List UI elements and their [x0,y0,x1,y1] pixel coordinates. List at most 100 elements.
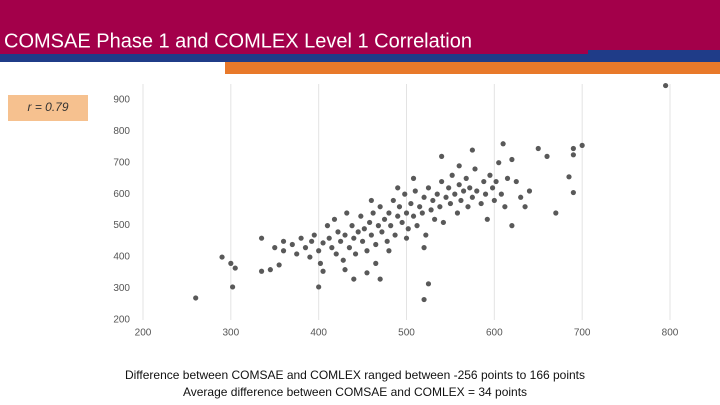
scatter-point [294,251,300,257]
scatter-point [311,232,317,238]
scatter-point [375,223,381,229]
footer-line: Average difference between COMSAE and CO… [183,385,527,399]
scatter-point [386,210,392,216]
scatter-point [317,260,324,266]
scatter-point [316,284,322,290]
scatter-point [447,200,454,207]
scatter-point [320,268,326,274]
scatter-point [440,219,446,226]
scatter-point [484,216,490,222]
scatter-point [504,175,511,181]
scatter-point [456,163,462,169]
scatter-point [370,210,376,216]
scatter-point [421,245,427,251]
scatter-point [509,223,515,229]
scatter-point [298,235,304,241]
scatter-point [351,276,357,282]
scatter-point [219,254,225,260]
scatter-point [518,194,524,200]
scatter-point [373,260,379,266]
scatter-point [232,265,238,271]
scatter-point [229,284,236,290]
scatter-point [465,204,471,210]
scatter-point [377,204,383,210]
scatter-point [361,226,367,232]
scatter-point [432,216,438,222]
scatter-point [412,188,418,194]
scatter-point [458,197,464,204]
scatter-point [443,194,449,200]
scatter-point [344,210,350,216]
scatter-point [326,235,332,241]
scatter-point [342,267,348,273]
scatter-point [258,268,265,274]
y-tick-label: 600 [113,189,130,200]
scatter-point [439,178,445,185]
scatter-point [421,194,427,200]
scatter-point [342,232,348,238]
scatter-point [324,223,331,229]
scatter-point [373,241,379,248]
scatter-point [439,153,445,159]
scatter-point [302,245,309,251]
scatter-point [463,175,469,181]
scatter-point [333,251,339,257]
x-tick-label: 500 [398,328,415,339]
scatter-point [553,210,559,216]
title-backing [0,28,588,54]
scatter-point [467,185,473,191]
scatter-point [364,248,370,254]
scatter-point [351,235,357,241]
scatter-point [579,142,585,148]
r-box [8,95,88,121]
scatter-point [193,295,199,301]
scatter-point [331,216,338,222]
scatter-point [359,238,366,244]
scatter-point [526,188,533,194]
scatter-point [320,240,326,246]
x-tick-label: 600 [486,328,503,339]
scatter-point [482,191,489,197]
scatter-point [498,191,504,197]
scatter-point [340,257,346,263]
r-annotation: r = 0.79 [27,100,68,114]
scatter-point [368,232,374,238]
scatter-point [388,223,394,229]
scatter-point [469,194,475,200]
scatter-point [352,251,359,257]
scatter-point [358,213,364,219]
scatter-point [566,174,572,180]
scatter-point [509,156,515,163]
scatter-point [267,267,273,273]
scatter-point [428,207,434,213]
scatter-point [487,172,493,178]
scatter-point [309,238,315,244]
scatter-point [258,235,265,241]
scatter-point [513,178,519,185]
x-tick-label: 200 [135,328,152,339]
scatter-point [425,185,432,191]
scatter-point [379,229,385,235]
scatter-point [338,238,344,244]
scatter-point [425,281,432,287]
scatter-point [368,197,374,204]
scatter-point [395,213,401,219]
x-tick-label: 800 [662,328,679,339]
y-tick-label: 700 [113,157,130,168]
scatter-point [335,229,341,235]
scatter-point [570,145,576,152]
scatter-point [414,223,420,229]
footer-line: Difference between COMSAE and COMLEX ran… [125,368,585,382]
slide-title: COMSAE Phase 1 and COMLEX Level 1 Correl… [4,30,472,52]
scatter-point [456,182,462,188]
scatter-point [491,197,497,204]
scatter-point [392,232,398,238]
x-tick-label: 400 [310,328,327,339]
scatter-point [481,178,487,185]
scatter-point [289,241,295,248]
scatter-point [570,189,576,196]
x-tick-label: 700 [574,328,591,339]
scatter-point [417,204,423,210]
scatter-point [454,210,461,216]
scatter-point [349,223,355,229]
